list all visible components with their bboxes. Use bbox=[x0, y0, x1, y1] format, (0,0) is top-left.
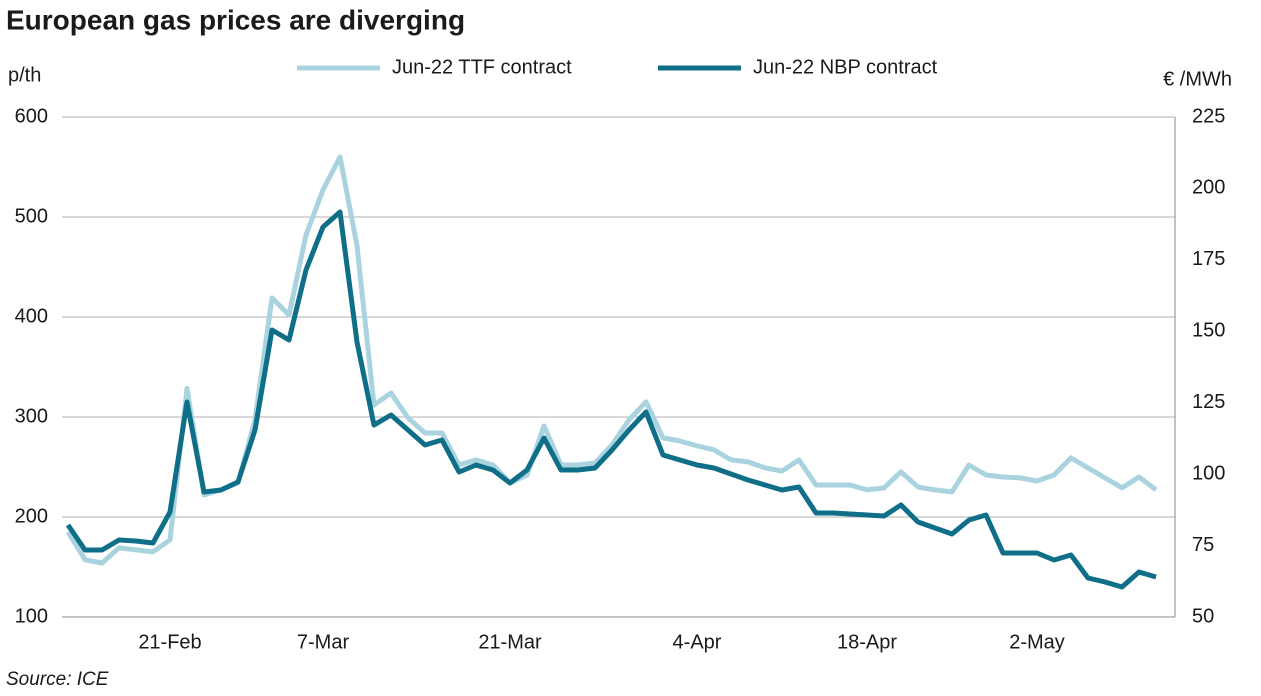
data-line bbox=[65, 154, 1158, 566]
x-tick-label: 2-May bbox=[1009, 631, 1065, 653]
y-tick-label: 500 bbox=[15, 205, 48, 227]
data-line bbox=[65, 209, 1157, 590]
y-tick-label: 400 bbox=[15, 305, 48, 327]
x-tick-label: 7-Mar bbox=[297, 631, 350, 653]
source-note: Source: ICE bbox=[6, 669, 109, 690]
chart-title: European gas prices are diverging bbox=[6, 4, 465, 35]
y2-tick-label: 100 bbox=[1192, 462, 1225, 484]
x-tick-label: 4-Apr bbox=[673, 631, 722, 653]
y2-tick-label: 75 bbox=[1192, 534, 1214, 556]
y2-axis-label: € /MWh bbox=[1163, 68, 1232, 90]
y-axis-label: p/th bbox=[8, 64, 41, 86]
y-tick-label: 600 bbox=[15, 105, 48, 127]
legend-label: Jun-22 NBP contract bbox=[753, 56, 938, 78]
x-tick-label: 21-Feb bbox=[138, 631, 201, 653]
y2-tick-label: 225 bbox=[1192, 105, 1225, 127]
x-tick-label: 21-Mar bbox=[478, 631, 542, 653]
y2-tick-label: 175 bbox=[1192, 248, 1225, 270]
x-tick-label: 18-Apr bbox=[837, 631, 897, 653]
y2-tick-label: 50 bbox=[1192, 605, 1214, 627]
y-tick-label: 200 bbox=[15, 505, 48, 527]
y2-tick-label: 150 bbox=[1192, 320, 1225, 342]
y2-tick-label: 200 bbox=[1192, 177, 1225, 199]
legend-label: Jun-22 TTF contract bbox=[392, 56, 572, 78]
y-tick-label: 100 bbox=[15, 605, 48, 627]
y2-tick-label: 125 bbox=[1192, 391, 1225, 413]
y-tick-label: 300 bbox=[15, 405, 48, 427]
